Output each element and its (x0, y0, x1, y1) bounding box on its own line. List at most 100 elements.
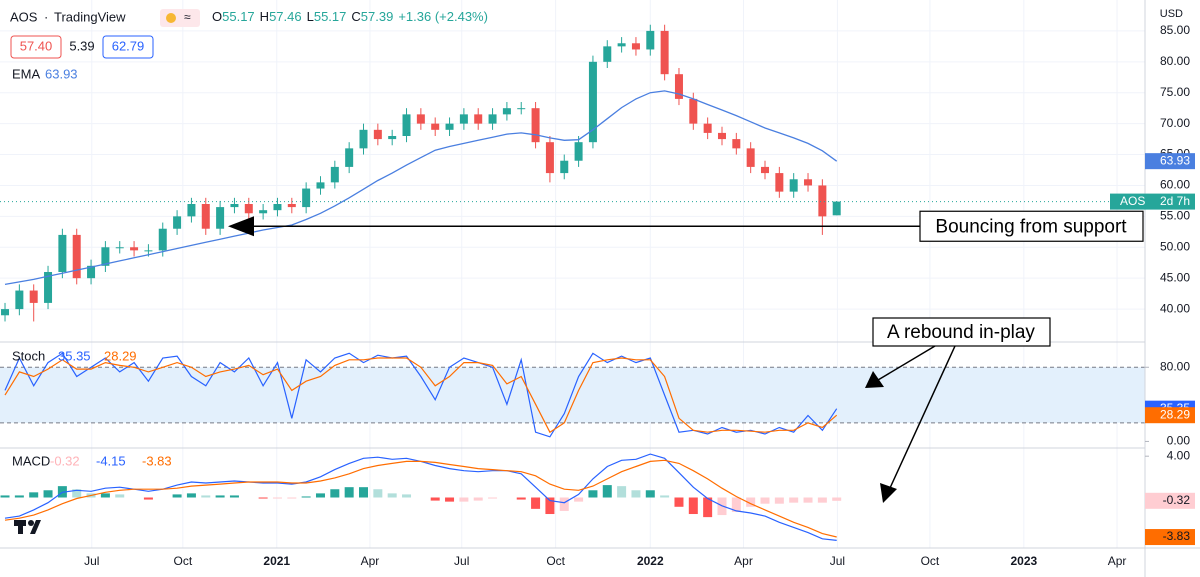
indicator-title: MACD (12, 453, 50, 468)
histogram-bar (559, 497, 569, 511)
histogram-bar (832, 497, 842, 501)
candle-body (660, 30, 669, 75)
icon-glyph: ≈ (184, 10, 191, 24)
histogram-bar (674, 497, 684, 507)
legend-name: EMA (12, 66, 41, 81)
candle-body (101, 247, 110, 266)
histogram-bar (315, 493, 325, 498)
candle-body (115, 247, 124, 249)
histogram-bar (746, 497, 756, 507)
value-tag-bg (1145, 407, 1195, 424)
candle-body (273, 204, 282, 211)
histogram-bar (43, 490, 53, 498)
ohlc-part: 55.17 (222, 9, 255, 24)
x-tick-label: Jul (454, 554, 469, 568)
candle-body (832, 201, 841, 216)
y-tick-label: 0.00 (1167, 434, 1191, 448)
indicator-title: Stoch (12, 348, 45, 363)
price-tag-countdown: 2d 7h (1160, 194, 1190, 208)
x-tick-label: Apr (1108, 554, 1127, 568)
price-tag-symbol: AOS (1120, 194, 1145, 208)
histogram-bar (301, 496, 311, 498)
candle-body (359, 129, 368, 149)
value-tag-bg (1145, 529, 1195, 546)
spread: 5.39 (69, 38, 94, 53)
candle-body (330, 166, 339, 183)
arrow (889, 345, 956, 489)
candle-body (29, 290, 38, 303)
x-tick-label: Jul (830, 554, 845, 568)
candle-body (44, 272, 53, 303)
histogram-bar (803, 497, 813, 503)
candle-body (216, 207, 225, 229)
histogram-bar (287, 497, 297, 499)
histogram-bar (272, 497, 282, 499)
candle-body (531, 108, 540, 143)
ask-box[interactable] (102, 35, 154, 59)
candle-body (488, 114, 497, 124)
indicator-value: -4.15 (96, 453, 126, 468)
ohlc-part: 57.46 (269, 9, 302, 24)
histogram-bar (545, 497, 555, 515)
histogram-bar (789, 497, 799, 503)
candle-body (259, 210, 268, 214)
indicator-line (4, 459, 837, 538)
candle-body (302, 188, 311, 208)
histogram-bar (488, 497, 498, 499)
ohlc-part: C (351, 9, 360, 24)
symbol: AOS (10, 9, 38, 24)
indicator-value: 35.35 (58, 348, 91, 363)
bid-box[interactable] (10, 35, 62, 59)
indicator-value: -3.83 (142, 453, 172, 468)
plot (0, 24, 1145, 541)
value-tag: -3.83 (1163, 529, 1191, 543)
ohlc: O55.17 H57.46 L55.17 C57.39 +1.36 (+2.43%) (212, 9, 488, 24)
candle-body (345, 148, 354, 167)
candle-body (631, 43, 640, 50)
axes: Jul Oct 2021 Apr Jul Oct 2022 Apr Jul Oct 2023 Apr 4… (84, 23, 1195, 568)
histogram-bar (330, 489, 340, 498)
candle-body (1, 309, 10, 316)
histogram-bar (574, 497, 584, 502)
candle-body (689, 98, 698, 124)
x-tick-label: 2021 (263, 554, 290, 568)
histogram-bar (373, 489, 383, 498)
histogram-bar (387, 493, 397, 498)
histogram-bar (703, 497, 713, 518)
indicator-value: 28.29 (104, 348, 137, 363)
candle-body (502, 108, 511, 115)
candle-body (416, 114, 425, 124)
arrow-head (880, 483, 897, 503)
logo (14, 520, 41, 534)
histogram-bar (430, 497, 440, 501)
annotation-box (919, 210, 1144, 242)
candle-body (58, 234, 67, 272)
candle-body (144, 250, 153, 252)
ohlc-part: H (260, 9, 269, 24)
y-tick-label: 4.00 (1167, 448, 1191, 462)
arrow (877, 345, 936, 381)
histogram-bar (359, 487, 369, 498)
legend-value: 63.93 (45, 66, 78, 81)
x-tick-label: Jul (84, 554, 99, 568)
histogram-bar (115, 494, 125, 498)
candle-body (588, 61, 597, 143)
candle-body (244, 204, 253, 214)
indicator-value: -0.32 (50, 453, 80, 468)
x-tick-label: Apr (361, 554, 380, 568)
candle-body (761, 166, 770, 174)
histogram-bar (143, 497, 153, 500)
y-tick-label: 80.00 (1160, 54, 1190, 68)
y-tick-label: 70.00 (1160, 116, 1190, 130)
grid (0, 0, 1145, 548)
y-tick-label: 75.00 (1160, 85, 1190, 99)
y-tick-label: 40.00 (1160, 301, 1190, 315)
y-tick-label: 60.00 (1160, 178, 1190, 192)
candle-body (230, 204, 239, 208)
histogram-bar (229, 495, 239, 498)
ohlc-part: +1.36 (+2.43%) (398, 9, 488, 24)
histogram-bar (14, 495, 24, 498)
histogram-bar (531, 497, 541, 509)
